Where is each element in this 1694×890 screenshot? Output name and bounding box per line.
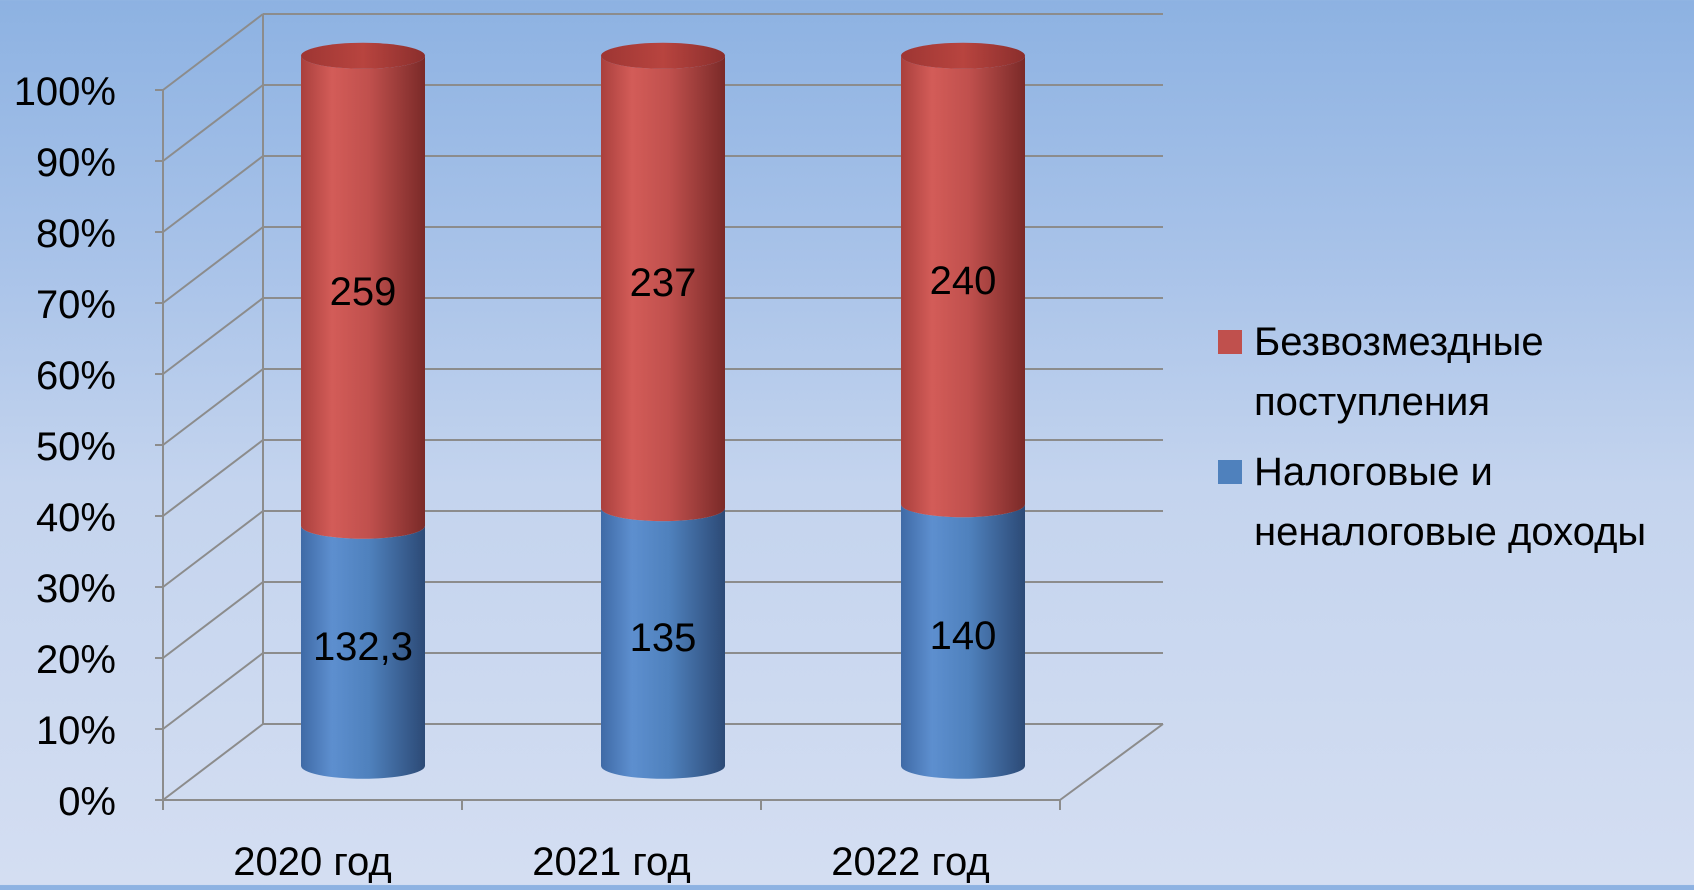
legend-swatch-blue: [1218, 460, 1242, 484]
bar-top-cap: [301, 42, 425, 69]
side-gridline: [162, 84, 264, 162]
data-label: 140: [930, 614, 997, 658]
side-gridline: [162, 368, 264, 446]
data-label: 135: [630, 616, 697, 660]
side-gridline: [162, 439, 264, 517]
y-tick-label: 70%: [36, 283, 116, 327]
y-tick-label: 90%: [36, 141, 116, 185]
legend-label-grants: Безвозмездные поступления: [1254, 320, 1544, 424]
bar-top-cap: [601, 42, 725, 69]
x-category-label: 2020 год: [233, 840, 392, 884]
data-label: 237: [630, 261, 697, 305]
side-gridline: [162, 723, 264, 801]
y-tick-label: 100%: [14, 70, 116, 114]
bar-segment-tax-income: [601, 508, 725, 779]
bar-segment-tax-income: [901, 504, 1025, 779]
bar-segment-grants: [300, 55, 425, 539]
bar-top-cap: [901, 42, 1025, 69]
x-category-label: 2022 год: [831, 840, 990, 884]
bar-segment-tax-income: [300, 525, 425, 779]
legend-swatch-red: [1218, 330, 1242, 354]
side-gridline: [162, 652, 264, 730]
y-tick-label: 60%: [36, 354, 116, 398]
legend-item-grants: Безвозмездные поступления: [1218, 312, 1688, 432]
data-label: 259: [330, 270, 397, 314]
legend-label-tax-income: Налоговые и неналоговые доходы: [1254, 450, 1647, 554]
y-tick-label: 40%: [36, 496, 116, 540]
legend-item-tax-income: Налоговые и неналоговые доходы: [1218, 442, 1688, 562]
bar-segment-grants: [601, 55, 725, 522]
side-gridline: [162, 155, 264, 233]
data-label: 132,3: [313, 625, 413, 669]
side-gridline: [162, 297, 264, 375]
data-label: 240: [930, 259, 997, 303]
y-tick-label: 10%: [36, 709, 116, 753]
side-gridline: [162, 510, 264, 588]
side-gridline: [162, 226, 264, 304]
y-tick-label: 80%: [36, 212, 116, 256]
side-gridline: [162, 581, 264, 659]
y-tick-label: 30%: [36, 567, 116, 611]
y-tick-label: 0%: [58, 780, 116, 824]
bar-segment-grants: [901, 55, 1025, 518]
x-category-label: 2021 год: [532, 840, 691, 884]
side-gridline: [162, 13, 264, 91]
chart-legend: Безвозмездные поступления Налоговые и не…: [1218, 312, 1688, 572]
floor-right-edge: [1059, 723, 1164, 801]
y-tick-label: 50%: [36, 425, 116, 469]
y-tick-label: 20%: [36, 638, 116, 682]
